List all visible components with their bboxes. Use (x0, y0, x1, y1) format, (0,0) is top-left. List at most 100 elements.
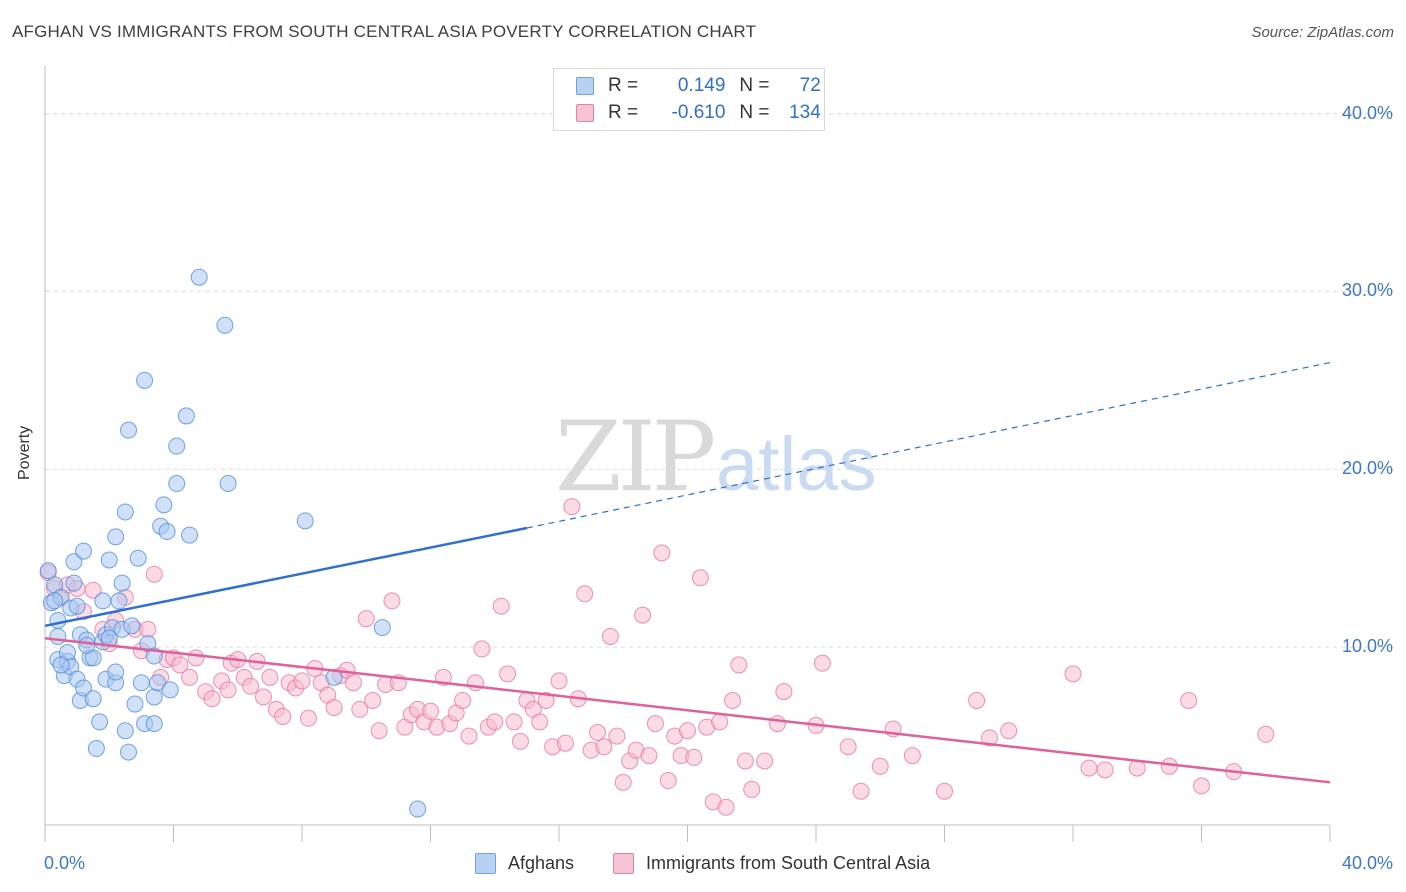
data-point (325, 668, 343, 686)
data-point (296, 512, 314, 530)
data-point (743, 780, 761, 798)
data-point (370, 722, 388, 740)
trend-line-afghans-extension (526, 361, 1331, 529)
axes (44, 66, 1331, 842)
data-point (373, 619, 391, 637)
data-point (383, 592, 401, 610)
data-point (65, 553, 83, 571)
data-point (550, 672, 568, 690)
data-point (576, 585, 594, 603)
watermark: ZIP atlas (555, 401, 877, 513)
data-point (84, 581, 102, 599)
data-point (100, 551, 118, 569)
data-point (614, 773, 632, 791)
data-point (168, 475, 186, 493)
data-point (84, 690, 102, 708)
data-point (499, 665, 517, 683)
data-point (1180, 692, 1198, 709)
data-point (68, 597, 86, 615)
data-point (871, 757, 889, 775)
data-point (756, 752, 774, 770)
data-point (653, 544, 671, 562)
data-point (116, 503, 134, 521)
data-point (145, 715, 163, 733)
data-point (351, 700, 369, 718)
data-point (39, 562, 57, 580)
data-point (254, 688, 272, 706)
data-point (203, 690, 221, 708)
data-point (679, 722, 696, 740)
series-afghans (39, 268, 427, 818)
data-point (1080, 759, 1098, 777)
data-point (730, 656, 748, 674)
data-point (1160, 757, 1178, 775)
data-point (46, 592, 64, 610)
afghans-legend-label: Afghans (508, 853, 575, 873)
data-point (161, 681, 179, 699)
n-value-immigrants: 134 (789, 102, 821, 123)
data-point (110, 592, 128, 610)
data-point (723, 692, 741, 709)
data-point (126, 695, 144, 713)
data-point (65, 574, 83, 592)
immigrants-swatch (576, 104, 594, 122)
data-point (181, 668, 199, 686)
data-point (94, 592, 112, 610)
y-tick-label: 10.0% (1341, 636, 1393, 657)
data-point (132, 674, 150, 692)
data-point (711, 713, 729, 731)
data-point (123, 617, 141, 635)
n-value-afghans: 72 (799, 75, 821, 96)
data-point (120, 743, 138, 761)
data-point (1096, 761, 1114, 779)
y-tick-label: 30.0% (1341, 280, 1393, 301)
data-point (691, 569, 709, 587)
data-point (145, 688, 163, 706)
data-point (640, 747, 658, 765)
data-point (1000, 722, 1018, 740)
data-point (768, 715, 786, 733)
data-point (595, 738, 613, 756)
data-point (422, 702, 439, 720)
data-point (145, 565, 163, 583)
data-point (968, 692, 986, 709)
data-point (1064, 665, 1082, 683)
data-point (139, 620, 157, 638)
data-point (460, 727, 478, 745)
data-point (936, 782, 953, 800)
data-point (486, 713, 504, 731)
trend-line-immigrants (44, 637, 1331, 784)
watermark-atlas: atlas (716, 422, 877, 507)
data-point (1257, 725, 1275, 743)
watermark-zip: ZIP (555, 401, 714, 513)
data-point (685, 748, 703, 766)
data-point (492, 597, 510, 615)
trend-lines (44, 361, 1331, 784)
afghans-legend-swatch (475, 853, 496, 874)
trend-line-afghans (44, 526, 528, 628)
data-point (511, 732, 529, 750)
data-point (852, 782, 870, 800)
data-point (659, 772, 677, 790)
data-point (171, 656, 189, 674)
y-tick-label: 40.0% (1341, 102, 1393, 123)
x-tick-label: 0.0% (44, 853, 86, 873)
data-point (75, 679, 93, 697)
data-point (91, 713, 109, 731)
source-label: Source: ZipAtlas.com (1251, 24, 1394, 41)
data-point (107, 663, 125, 681)
data-point (107, 528, 125, 546)
immigrants-legend-swatch (613, 853, 634, 874)
y-axis-label: Poverty (16, 425, 33, 480)
data-point (49, 611, 67, 629)
data-point (736, 752, 754, 770)
n-label: N = (739, 75, 770, 96)
data-point (563, 498, 581, 516)
data-point (556, 734, 574, 752)
data-point (52, 656, 70, 674)
data-point (357, 610, 375, 628)
immigrants-legend-label: Immigrants from South Central Asia (646, 853, 931, 873)
data-point (601, 627, 619, 645)
data-point (839, 738, 857, 756)
